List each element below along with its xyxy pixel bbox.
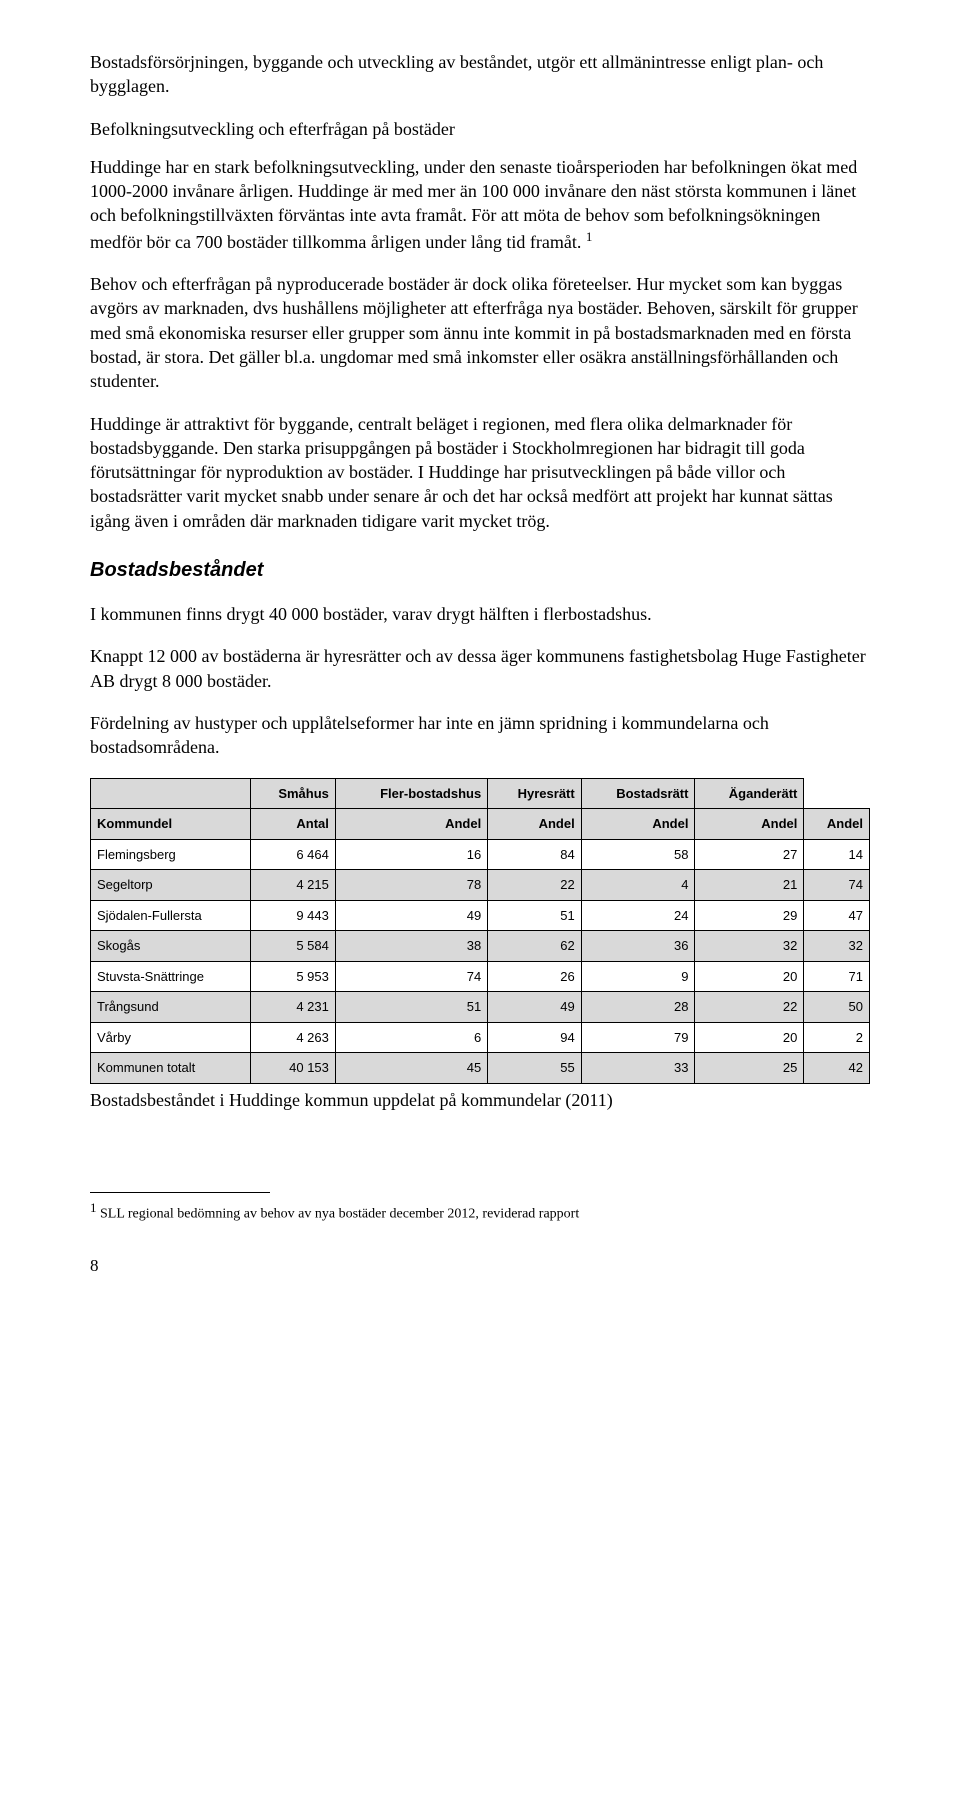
th-antal: Antal [251, 809, 336, 840]
th-andel-2: Andel [488, 809, 582, 840]
table-header-row-2: Kommundel Antal Andel Andel Andel Andel … [91, 809, 870, 840]
th-andel-3: Andel [581, 809, 695, 840]
table-cell: 79 [581, 1022, 695, 1053]
table-cell: 94 [488, 1022, 582, 1053]
table-cell: 6 464 [251, 839, 336, 870]
housing-stock-p1: I kommunen finns drygt 40 000 bostäder, … [90, 602, 870, 626]
table-cell: 20 [695, 961, 804, 992]
table-total-row: Kommunen totalt40 1534555332542 [91, 1053, 870, 1084]
footnote-ref-1: 1 [586, 229, 593, 244]
table-cell: 24 [581, 900, 695, 931]
table-cell: 14 [804, 839, 870, 870]
th-kommundel: Kommundel [91, 809, 251, 840]
intro-paragraph: Bostadsförsörjningen, byggande och utvec… [90, 50, 870, 99]
table-body: Flemingsberg6 4641684582714Segeltorp4 21… [91, 839, 870, 1083]
table-cell: 33 [581, 1053, 695, 1084]
table-cell: 16 [335, 839, 487, 870]
table-cell: Kommunen totalt [91, 1053, 251, 1084]
table-cell: 74 [804, 870, 870, 901]
table-cell: 50 [804, 992, 870, 1023]
table-row: Stuvsta-Snättringe5 953742692071 [91, 961, 870, 992]
table-cell: 4 263 [251, 1022, 336, 1053]
table-cell: 45 [335, 1053, 487, 1084]
footnote-text: SLL regional bedömning av behov av nya b… [97, 1207, 580, 1222]
table-cell: 22 [695, 992, 804, 1023]
table-cell: 4 215 [251, 870, 336, 901]
table-cell: 21 [695, 870, 804, 901]
table-cell: 38 [335, 931, 487, 962]
population-paragraph-text: Huddinge har en stark befolkningsutveckl… [90, 157, 857, 252]
th-andel-4: Andel [695, 809, 804, 840]
table-cell: 26 [488, 961, 582, 992]
table-cell: 29 [695, 900, 804, 931]
table-cell: 32 [804, 931, 870, 962]
table-cell: 25 [695, 1053, 804, 1084]
page-number: 8 [90, 1255, 870, 1278]
table-cell: 20 [695, 1022, 804, 1053]
table-cell: 9 443 [251, 900, 336, 931]
table-header-row-1: Småhus Fler-bostadshus Hyresrätt Bostads… [91, 778, 870, 809]
table-cell: 9 [581, 961, 695, 992]
table-cell: 42 [804, 1053, 870, 1084]
th-blank [91, 778, 251, 809]
th-smahus: Småhus [251, 778, 336, 809]
table-cell: 58 [581, 839, 695, 870]
th-hyresratt: Hyresrätt [488, 778, 582, 809]
table-cell: Skogås [91, 931, 251, 962]
housing-stock-p3: Fördelning av hustyper och upplåtelsefor… [90, 711, 870, 760]
table-row: Flemingsberg6 4641684582714 [91, 839, 870, 870]
table-cell: 27 [695, 839, 804, 870]
table-cell: 4 231 [251, 992, 336, 1023]
table-caption: Bostadsbeståndet i Huddinge kommun uppde… [90, 1088, 870, 1112]
table-cell: 62 [488, 931, 582, 962]
table-cell: 49 [488, 992, 582, 1023]
table-cell: 32 [695, 931, 804, 962]
section-heading-population: Befolkningsutveckling och efterfrågan på… [90, 117, 870, 141]
housing-stock-p2: Knappt 12 000 av bostäderna är hyresrätt… [90, 644, 870, 693]
th-andel-1: Andel [335, 809, 487, 840]
table-cell: 22 [488, 870, 582, 901]
table-cell: 51 [488, 900, 582, 931]
table-cell: Stuvsta-Snättringe [91, 961, 251, 992]
table-cell: 84 [488, 839, 582, 870]
table-cell: 49 [335, 900, 487, 931]
table-cell: 28 [581, 992, 695, 1023]
table-cell: 5 953 [251, 961, 336, 992]
table-cell: 4 [581, 870, 695, 901]
table-row: Segeltorp4 215782242174 [91, 870, 870, 901]
population-paragraph: Huddinge har en stark befolkningsutveckl… [90, 155, 870, 254]
th-andel-5: Andel [804, 809, 870, 840]
table-cell: 2 [804, 1022, 870, 1053]
table-row: Skogås5 5843862363232 [91, 931, 870, 962]
th-bostadsratt: Bostadsrätt [581, 778, 695, 809]
table-cell: 51 [335, 992, 487, 1023]
table-cell: Segeltorp [91, 870, 251, 901]
section-heading-housing-stock: Bostadsbeståndet [90, 557, 870, 584]
table-cell: 55 [488, 1053, 582, 1084]
demand-paragraph: Behov och efterfrågan på nyproducerade b… [90, 272, 870, 393]
table-row: Vårby4 26369479202 [91, 1022, 870, 1053]
housing-distribution-table: Småhus Fler-bostadshus Hyresrätt Bostads… [90, 778, 870, 1084]
table-cell: Vårby [91, 1022, 251, 1053]
table-cell: Sjödalen-Fullersta [91, 900, 251, 931]
table-cell: 40 153 [251, 1053, 336, 1084]
table-cell: Trångsund [91, 992, 251, 1023]
th-aganderatt: Äganderätt [695, 778, 804, 809]
table-cell: 5 584 [251, 931, 336, 962]
footnote-1: 1 SLL regional bedömning av behov av nya… [90, 1199, 870, 1225]
attractiveness-paragraph: Huddinge är attraktivt för byggande, cen… [90, 412, 870, 533]
table-cell: 6 [335, 1022, 487, 1053]
table-row: Trångsund4 2315149282250 [91, 992, 870, 1023]
table-cell: Flemingsberg [91, 839, 251, 870]
table-cell: 47 [804, 900, 870, 931]
table-cell: 36 [581, 931, 695, 962]
footnote-separator [90, 1192, 270, 1193]
table-cell: 74 [335, 961, 487, 992]
table-cell: 71 [804, 961, 870, 992]
table-cell: 78 [335, 870, 487, 901]
table-row: Sjödalen-Fullersta9 4434951242947 [91, 900, 870, 931]
th-flerbostadshus: Fler-bostadshus [335, 778, 487, 809]
